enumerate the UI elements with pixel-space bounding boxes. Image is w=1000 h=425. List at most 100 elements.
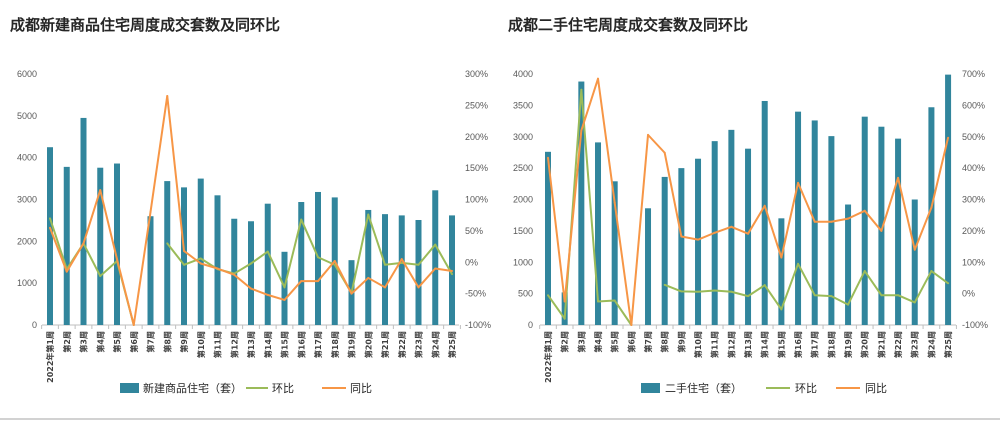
yoy-point-week-3 [580, 129, 583, 132]
bar-week-7 [645, 208, 652, 325]
mom-point-week-16 [300, 218, 303, 221]
x-category-label: 第4周 [95, 331, 105, 353]
y-right-tick-label: 500% [962, 132, 985, 142]
mom-point-week-24 [930, 270, 933, 273]
yoy-point-week-13 [747, 232, 750, 235]
mom-point-week-11 [713, 289, 716, 292]
y-right-tick-label: 300% [465, 69, 488, 79]
x-category-label: 第15周 [280, 331, 290, 358]
y-right-tick-label: 250% [465, 100, 488, 110]
yoy-point-week-5 [613, 201, 616, 204]
yoy-point-week-4 [597, 77, 600, 80]
yoy-point-week-21 [880, 229, 883, 232]
mom-point-week-22 [897, 294, 900, 297]
yoy-point-week-15 [283, 298, 286, 301]
x-category-label: 第20周 [860, 331, 870, 358]
yoy-point-week-25 [451, 270, 453, 273]
x-category-label: 第25周 [447, 331, 457, 358]
x-category-label: 第22周 [893, 331, 903, 358]
bar-week-20 [365, 209, 372, 325]
yoy-point-week-12 [233, 273, 236, 276]
x-category-label: 第6周 [626, 331, 636, 353]
mom-point-week-10 [199, 257, 202, 260]
legend-mom-label: 环比 [272, 382, 294, 395]
bar-week-20 [861, 116, 868, 325]
yoy-point-week-15 [780, 256, 783, 259]
bar-week-7 [147, 216, 154, 325]
bar-week-22 [398, 215, 405, 325]
x-category-label: 第24周 [926, 331, 936, 358]
bar-week-17 [315, 191, 321, 325]
x-category-label: 第2周 [560, 331, 570, 353]
y-right-tick-label: 400% [962, 163, 985, 173]
x-category-label: 第4周 [593, 331, 603, 353]
bar-week-23 [415, 219, 422, 325]
mom-point-week-3 [580, 88, 583, 91]
y-right-tick-label: 700% [962, 69, 985, 79]
yoy-point-week-6 [630, 324, 633, 326]
yoy-point-week-22 [400, 258, 403, 261]
mom-point-week-5 [613, 299, 616, 302]
x-category-label: 2022年第1周 [45, 331, 55, 383]
yoy-point-week-19 [350, 292, 353, 295]
yoy-point-week-21 [384, 286, 386, 289]
mom-point-week-18 [830, 295, 833, 298]
y-right-tick-label: 100% [465, 195, 488, 205]
legend-bar-label: 新建商品住宅（套） [143, 381, 242, 395]
y-right-tick-label: 50% [465, 226, 483, 236]
yoy-point-week-9 [680, 235, 683, 238]
mom-point-week-8 [663, 283, 666, 286]
yoy-point-week-14 [266, 293, 269, 296]
yoy-point-week-17 [317, 280, 319, 283]
y-left-tick-label: 0 [32, 320, 37, 330]
bar-week-14 [264, 203, 271, 325]
x-category-label: 第5周 [610, 331, 620, 353]
y-left-tick-label: 1000 [513, 257, 533, 267]
y-right-tick-label: 0% [962, 289, 975, 299]
yoy-point-week-9 [183, 249, 185, 252]
y-right-tick-label: 300% [962, 195, 985, 205]
x-category-label: 第7周 [643, 331, 653, 353]
yoy-point-week-16 [300, 280, 303, 283]
bar-week-1 [47, 147, 53, 325]
resale-housing-chart-plot: 0 500 1000 1500 2000 2500 3000 3500 4000 -100% 0% 1… [513, 69, 988, 383]
x-category-label: 第19周 [843, 331, 853, 358]
x-category-label: 第10周 [693, 331, 703, 358]
resale-housing-legend: 二手住宅（套） 环比 同比 [641, 381, 887, 395]
mom-point-week-12 [730, 290, 733, 293]
mom-point-week-13 [747, 295, 750, 298]
bar-week-5 [611, 181, 618, 325]
y-left-tick-label: 4000 [513, 69, 533, 79]
yoy-point-week-23 [913, 248, 916, 251]
x-category-label: 第22周 [397, 331, 407, 358]
yoy-point-week-23 [417, 286, 420, 289]
y-left-tick-label: 1500 [513, 226, 533, 236]
bar-week-4 [595, 142, 602, 325]
bar-week-15 [778, 218, 785, 325]
mom-point-week-4 [597, 300, 600, 303]
mom-point-week-2 [563, 317, 566, 320]
y-left-tick-label: 3000 [17, 195, 37, 205]
x-category-label: 第25周 [943, 331, 953, 358]
x-category-label: 第11周 [213, 331, 223, 358]
y-right-tick-label: 150% [465, 163, 488, 173]
mom-point-week-1 [547, 294, 549, 297]
y-left-tick-label: 0 [528, 320, 533, 330]
mom-point-week-21 [384, 263, 386, 266]
mom-point-week-23 [417, 263, 420, 266]
yoy-point-week-20 [863, 209, 866, 212]
bar-week-16 [298, 202, 305, 325]
mom-point-week-9 [183, 263, 185, 266]
mom-point-week-25 [947, 282, 950, 285]
mom-point-week-14 [266, 250, 269, 253]
x-category-label: 第13周 [246, 331, 256, 358]
mom-point-week-20 [863, 270, 866, 273]
x-category-label: 第17周 [313, 331, 323, 358]
yoy-point-week-19 [847, 217, 850, 220]
x-category-label: 第15周 [776, 331, 786, 358]
yoy-point-week-18 [333, 259, 336, 262]
bar-week-3 [578, 81, 585, 325]
new-housing-chart-plot: 0 1000 2000 3000 4000 5000 6000 -100% -50% 0% 50% 1… [17, 69, 491, 383]
yoy-point-week-3 [82, 242, 85, 245]
